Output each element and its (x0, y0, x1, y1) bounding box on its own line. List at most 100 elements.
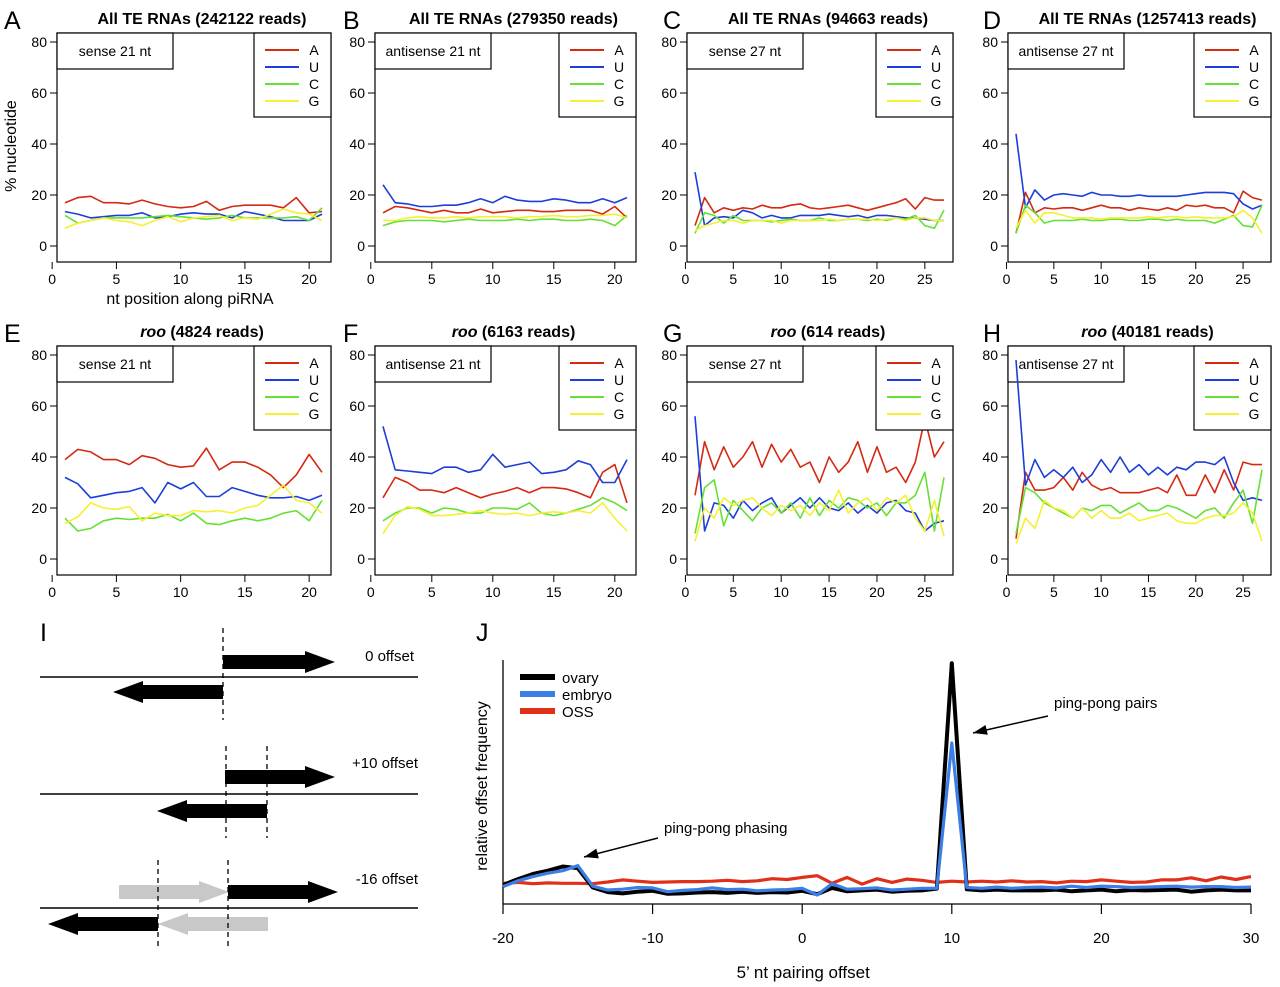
shifted-antisense-arrow (158, 913, 268, 935)
legend-frame (253, 345, 332, 431)
offset-label: 0 offset (365, 648, 415, 665)
x-tick-label: 20 (1188, 584, 1204, 600)
legend-label-A: A (614, 355, 624, 371)
series-line-C (64, 499, 323, 532)
x-axis: 0 5 10 15 20 (367, 262, 623, 287)
panel-title: All TE RNAs (1257413 reads) (1039, 11, 1257, 28)
condition-box-frame (1007, 345, 1125, 383)
legend-label-U: U (309, 372, 319, 388)
panel-letter: I (40, 619, 47, 647)
annotation-arrow-head (584, 848, 599, 859)
x-tick-label: 0 (682, 584, 690, 600)
series-lines (382, 426, 628, 534)
y-axis-label: relative offset frequency (474, 701, 491, 871)
x-axis: 0 5 10 15 20 25 (1003, 575, 1251, 600)
y-axis: 0 20 40 60 80 (661, 34, 687, 254)
y-tick-label: 40 (661, 136, 677, 152)
legend-frame (253, 32, 332, 118)
panel-title: roo (4824 reads) (140, 324, 264, 341)
condition-box-frame (374, 32, 492, 70)
y-tick-label: 60 (661, 85, 677, 101)
x-tick-label: 0 (48, 271, 56, 287)
series-line-G (383, 213, 628, 222)
series-line-C (1015, 204, 1263, 234)
y-tick-label: 0 (669, 551, 677, 567)
offset-label: +10 offset (352, 755, 419, 772)
panel-letter: C (663, 7, 681, 35)
series-lines (64, 447, 323, 532)
x-tick-label: 15 (1141, 584, 1157, 600)
y-axis: 0 20 40 60 80 (661, 347, 687, 567)
title-prefix: roo (1081, 324, 1107, 341)
condition-box: sense 27 nt (686, 345, 804, 383)
x-tick-label: 10 (485, 584, 501, 600)
x-tick-label: 15 (237, 584, 253, 600)
legend-label-C: C (614, 76, 624, 92)
antisense-arrow (48, 913, 158, 935)
condition-box: sense 21 nt (56, 345, 174, 383)
plot-frame (56, 32, 332, 263)
title-count: (94663 reads) (821, 11, 928, 28)
legend-label-C: C (309, 76, 319, 92)
x-tick-label: -20 (492, 930, 514, 947)
legend-label-C: C (1249, 389, 1259, 405)
x-axis: 0 5 10 15 20 (367, 575, 623, 600)
series-line-A (694, 417, 945, 496)
x-tick-label: 10 (173, 584, 189, 600)
series-line-embryo (502, 741, 1252, 897)
legend-label-OSS: OSS (562, 704, 594, 721)
panel-title: All TE RNAs (94663 reads) (728, 11, 928, 28)
series-lines (694, 416, 945, 542)
x-axis: 0 5 10 15 20 25 (682, 262, 933, 287)
panel-letter: F (343, 320, 358, 348)
series-line-G (382, 502, 628, 534)
condition-box: sense 27 nt (686, 32, 804, 70)
x-tick-label: -10 (642, 930, 664, 947)
legend-label-G: G (931, 406, 942, 422)
panel-d: D All TE RNAs (1257413 reads) 0 20 40 60 80 0 5 1… (982, 7, 1272, 287)
x-tick-label: 15 (546, 271, 562, 287)
legend-label-A: A (931, 355, 941, 371)
panel-letter: E (4, 320, 21, 348)
x-axis: 0 5 10 15 20 25 (1003, 262, 1251, 287)
y-tick-label: 0 (990, 551, 998, 567)
x-tick-label: 5 (113, 271, 121, 287)
series-line-G (694, 489, 945, 542)
series-line-C (694, 209, 945, 234)
x-tick-label: 10 (173, 271, 189, 287)
x-tick-label: 15 (1141, 271, 1157, 287)
plot-frame (1007, 32, 1272, 263)
legend-label-G: G (309, 93, 320, 109)
y-axis: 0 20 40 60 80 (349, 347, 375, 567)
series-line-G (694, 217, 944, 232)
x-tick-label: 0 (367, 271, 375, 287)
panel-letter: D (983, 7, 1001, 35)
panel-letter: B (343, 7, 360, 35)
condition-label: sense 21 nt (79, 43, 151, 59)
panel-b: B All TE RNAs (279350 reads) 0 20 40 60 80 0 5 10… (343, 7, 637, 287)
legend-label-C: C (614, 389, 624, 405)
series-line-G (64, 208, 323, 229)
title-count: (6163 reads) (477, 324, 575, 341)
y-tick-label: 0 (357, 238, 365, 254)
legend-frame (558, 32, 637, 118)
legend-label-C: C (931, 76, 941, 92)
condition-box: antisense 21 nt (374, 32, 492, 70)
legend-frame (1193, 32, 1272, 118)
series-line-ovary (502, 661, 1251, 897)
series-line-A (64, 195, 323, 214)
condition-label: sense 27 nt (709, 43, 781, 59)
x-tick-label: 5 (113, 584, 121, 600)
series-line-OSS (502, 874, 1252, 886)
x-tick-label: 20 (301, 271, 317, 287)
condition-box-frame (56, 32, 174, 70)
series-line-U (382, 184, 628, 208)
x-axis-label: 5’ nt pairing offset (737, 963, 871, 982)
x-tick-label: 0 (48, 584, 56, 600)
